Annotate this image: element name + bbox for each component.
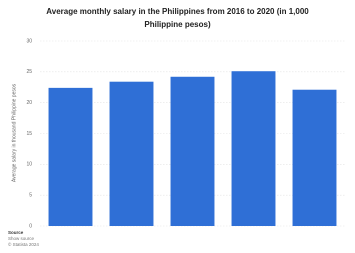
- y-tick-label: 20: [26, 100, 32, 106]
- source-heading: Source: [8, 230, 24, 235]
- bar: [48, 87, 93, 226]
- y-tick-label: 10: [26, 162, 32, 168]
- y-tick-label: 25: [26, 69, 32, 75]
- bar: [231, 71, 276, 226]
- bar: [292, 89, 337, 226]
- y-tick-label: 15: [26, 131, 32, 137]
- bar: [170, 76, 215, 227]
- source: Source Show source © Statista 2024: [8, 230, 39, 248]
- bar: [109, 81, 154, 226]
- y-axis-label: Average salary in thousand Philippine pe…: [11, 83, 17, 182]
- y-tick-label: 0: [29, 223, 32, 229]
- copyright: © Statista 2024: [8, 242, 39, 247]
- y-tick-label: 30: [26, 38, 32, 44]
- source-link[interactable]: Show source: [8, 236, 35, 241]
- y-tick-label: 5: [29, 192, 32, 198]
- chart-title: Average monthly salary in the Philippine…: [46, 7, 309, 29]
